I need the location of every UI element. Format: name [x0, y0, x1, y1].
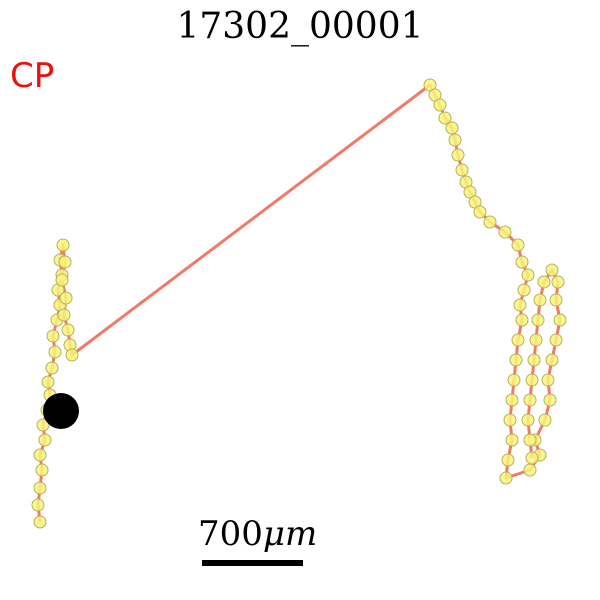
track-point — [473, 205, 487, 219]
track-point — [513, 298, 527, 312]
track-point — [538, 413, 552, 427]
track-point — [33, 448, 47, 462]
track-point — [433, 98, 447, 112]
scale-bar-unit: μm — [262, 514, 318, 554]
track-point — [515, 255, 529, 269]
track-point — [455, 163, 469, 177]
track-point — [549, 293, 563, 307]
track-point — [33, 481, 47, 495]
track-point — [483, 215, 497, 229]
track-point — [36, 418, 50, 432]
track-point — [509, 353, 523, 367]
start-marker-blob — [43, 393, 79, 429]
scale-bar — [202, 560, 303, 566]
track-point — [525, 451, 539, 465]
track-point — [523, 393, 537, 407]
track-point — [537, 275, 551, 289]
track-point — [438, 111, 452, 125]
track-point — [59, 291, 73, 305]
track-point — [46, 329, 60, 343]
track-point — [445, 121, 459, 135]
track-point — [529, 333, 543, 347]
track-point — [517, 283, 531, 297]
track-point — [501, 453, 515, 467]
track-point — [48, 345, 62, 359]
track-point — [545, 263, 559, 277]
scale-bar-label: 700μm — [198, 514, 338, 554]
track-point — [521, 413, 535, 427]
track-point — [541, 373, 555, 387]
track-point — [523, 433, 537, 447]
track-point — [505, 433, 519, 447]
track-point — [511, 238, 525, 252]
track-point — [545, 353, 559, 367]
track-point — [41, 375, 55, 389]
page-title: 17302_00001 — [176, 6, 424, 47]
track-point — [61, 323, 75, 337]
track-point — [31, 498, 45, 512]
track-point — [56, 238, 70, 252]
scale-bar-value: 700 — [198, 514, 263, 554]
track-point — [525, 373, 539, 387]
cp-tag: CP — [10, 56, 55, 96]
track-point — [499, 471, 513, 485]
track-point — [498, 225, 512, 239]
track-point — [531, 313, 545, 327]
track-point — [45, 361, 59, 375]
track-point — [57, 308, 71, 322]
track-point — [38, 433, 52, 447]
track-point — [503, 413, 517, 427]
track-point — [33, 515, 47, 529]
track-point — [549, 333, 563, 347]
track-point — [451, 148, 465, 162]
track-points — [31, 78, 567, 529]
track-point — [58, 255, 72, 269]
track-line — [36, 83, 562, 523]
track-point — [65, 348, 79, 362]
track-point — [521, 268, 535, 282]
track-point — [523, 463, 537, 477]
track-point — [507, 373, 521, 387]
track-point — [515, 313, 529, 327]
track-point — [533, 293, 547, 307]
track-point — [505, 393, 519, 407]
track-point — [35, 463, 49, 477]
track-point — [527, 353, 541, 367]
track-point — [543, 393, 557, 407]
track-point — [553, 313, 567, 327]
track-point — [448, 133, 462, 147]
track-point — [551, 275, 565, 289]
track-point — [511, 333, 525, 347]
track-point — [55, 273, 69, 287]
